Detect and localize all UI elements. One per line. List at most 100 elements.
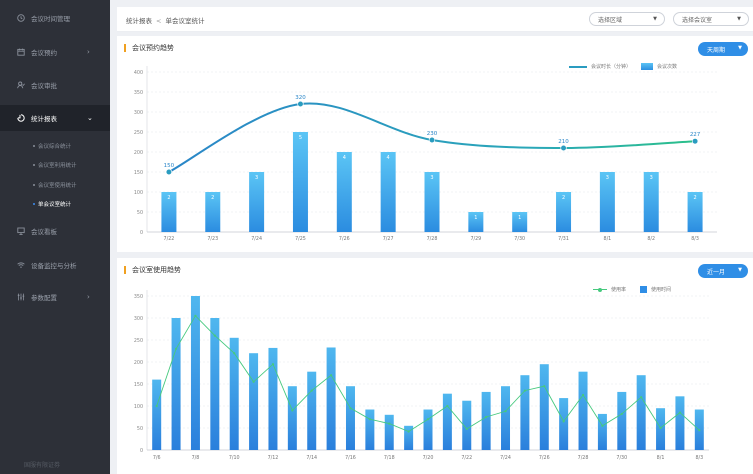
line-point: [330, 374, 333, 377]
sidebar-item[interactable]: 统计报表 ⌄: [0, 105, 110, 131]
sidebar-item[interactable]: 会议审批: [0, 74, 110, 96]
y-tick-label: 50: [137, 426, 143, 432]
bar: [384, 414, 394, 450]
x-tick-label: 7/8: [192, 455, 200, 461]
sliders-icon: [17, 293, 25, 301]
line-point: [310, 389, 313, 392]
bar: [424, 172, 440, 232]
bar: [520, 375, 530, 450]
line-point: [271, 363, 275, 366]
bar: [501, 386, 511, 450]
bar-value-label: 5: [299, 135, 302, 141]
breadcrumb-separator: <: [156, 17, 162, 25]
bar: [442, 393, 452, 450]
x-tick-label: 7/18: [384, 455, 395, 461]
y-tick-label: 350: [134, 90, 143, 96]
line-point: [562, 420, 565, 423]
line-value-label: 210: [558, 139, 569, 145]
sidebar-item[interactable]: 会议看板: [0, 220, 110, 242]
x-tick-label: 8/1: [657, 455, 665, 461]
sidebar-item-label: 统计报表: [31, 115, 57, 123]
caret-down-icon: ▼: [653, 16, 657, 22]
bar: [687, 192, 703, 232]
legend-bar-swatch: [640, 286, 648, 293]
bar-value-label: 2: [562, 195, 565, 201]
legend-line-swatch: [593, 287, 607, 292]
bullet-icon: [33, 145, 35, 147]
sidebar-subitem-label: 单会议室统计: [38, 202, 72, 208]
line-point: [349, 407, 352, 410]
legend-line-swatch: [569, 65, 587, 68]
sidebar-subitem[interactable]: 会议室使用统计: [0, 178, 110, 192]
bar-value-label: 2: [167, 195, 170, 201]
bar: [336, 152, 352, 232]
line-point: [640, 396, 643, 399]
sidebar-subitem-label: 会议室使用统计: [38, 183, 77, 189]
region-select[interactable]: 选择区域 ▼: [589, 12, 665, 26]
x-tick-label: 7/25: [295, 236, 306, 242]
breadcrumb-current: 单会议室统计: [165, 17, 205, 25]
x-tick-label: 8/3: [695, 455, 703, 461]
y-tick-label: 200: [134, 150, 143, 156]
room-select[interactable]: 选择会议室 ▼: [673, 12, 749, 26]
bar: [656, 408, 666, 450]
legend-line-label[interactable]: 会议时长（分钟）: [591, 64, 632, 70]
y-tick-label: 0: [140, 230, 143, 236]
range-dropdown-label: 近一月: [707, 268, 726, 276]
y-tick-label: 350: [134, 294, 143, 300]
sidebar-subitem[interactable]: 会议室利用统计: [0, 158, 110, 172]
legend-bar-label[interactable]: 会议次数: [657, 64, 678, 70]
bar-value-label: 4: [387, 155, 390, 161]
sidebar-item-label: 会议看板: [31, 228, 57, 236]
y-tick-label: 0: [140, 448, 143, 454]
bar-value-label: 3: [430, 175, 433, 181]
usage-trend-chart: 0 50 100 150 200 250 300 350 7/6 7/8 7/10 7/12 7/14 7…: [134, 290, 709, 461]
sidebar-item[interactable]: 参数配置 ›: [0, 286, 110, 308]
bar: [161, 192, 177, 232]
sidebar-item-label: 参数配置: [31, 294, 57, 302]
legend-line-label[interactable]: 使用率: [611, 287, 627, 293]
line-point: [446, 404, 449, 408]
bar: [643, 172, 659, 232]
calendar-icon: [17, 48, 25, 56]
bar-value-label: 1: [518, 215, 521, 221]
bar: [578, 371, 588, 450]
range-dropdown[interactable]: 近一月 ▼: [698, 264, 748, 278]
line-point: [523, 389, 526, 392]
x-tick-label: 7/20: [423, 455, 434, 461]
sidebar-subitem[interactable]: 单会议室统计: [0, 197, 110, 211]
legend-bar-label[interactable]: 使用时间: [651, 287, 672, 293]
x-tick-label: 7/29: [470, 236, 481, 242]
line-point: [388, 422, 391, 425]
chart-legend: 使用率 使用时间: [593, 286, 671, 293]
x-tick-label: 7/22: [164, 236, 175, 242]
bar: [617, 391, 627, 450]
bar: [287, 386, 297, 450]
chart-legend: 会议时长（分钟） 会议次数: [569, 63, 677, 70]
caret-down-icon: ▼: [738, 267, 742, 273]
sidebar-subitem[interactable]: 会议综合统计: [0, 139, 110, 153]
line-point: [174, 347, 178, 350]
sidebar-item[interactable]: 设备监控与分析: [0, 254, 110, 276]
sidebar-item[interactable]: 会议预约 ›: [0, 41, 110, 63]
sidebar-item[interactable]: 会议时间管理: [0, 7, 110, 29]
line-value-label: 320: [295, 95, 306, 101]
x-tick-label: 7/12: [268, 455, 279, 461]
line-point: [581, 393, 585, 397]
bar: [675, 396, 685, 450]
sidebar-item-label: 会议预约: [31, 49, 57, 57]
x-tick-label: 8/1: [604, 236, 612, 242]
period-dropdown[interactable]: 天周期 ▼: [698, 42, 748, 56]
sidebar-item-label: 会议时间管理: [31, 15, 70, 23]
line-point: [560, 144, 567, 152]
breadcrumb-root[interactable]: 统计报表: [126, 17, 152, 25]
line-point: [601, 424, 604, 427]
chevron-right-icon: ›: [87, 293, 90, 301]
bar: [556, 192, 572, 232]
x-tick-label: 7/16: [345, 455, 356, 461]
booking-trend-chart: 0 50 100 150 200 250 300 350 400 2 2 3 5 4 4 3 1 1 2 3 3 2 7/2…: [134, 66, 717, 242]
y-tick-label: 50: [137, 210, 143, 216]
chevron-right-icon: ›: [87, 48, 90, 56]
x-tick-label: 7/27: [383, 236, 394, 242]
bar: [380, 152, 396, 232]
